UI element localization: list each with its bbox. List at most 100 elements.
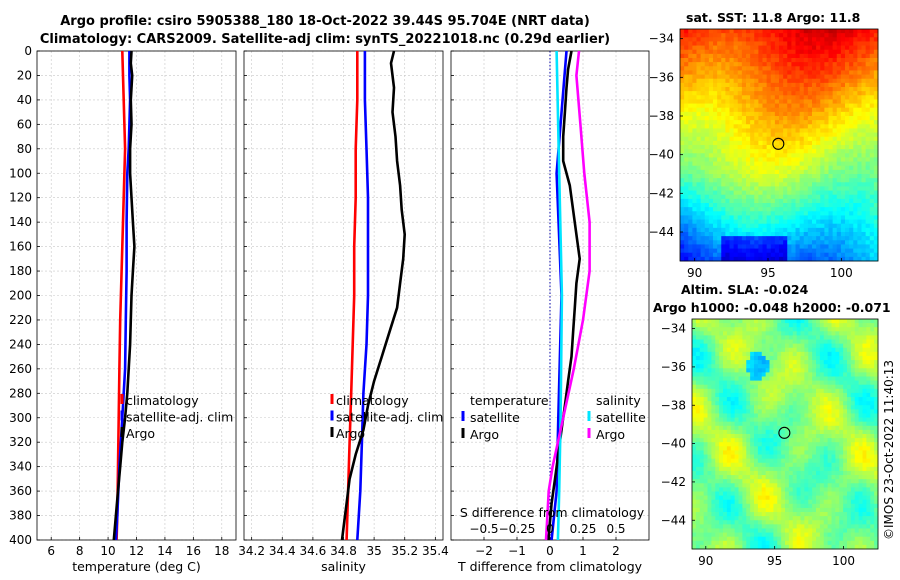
map-cell <box>839 343 844 349</box>
map-cell <box>824 99 829 104</box>
map-cell <box>707 479 712 484</box>
map-cell <box>726 376 732 382</box>
map-cell <box>708 227 714 233</box>
map-cell <box>816 319 821 324</box>
map-cell <box>769 483 774 488</box>
map-cell <box>733 161 739 167</box>
map-cell <box>769 429 774 435</box>
legend-entry: Argo <box>470 427 499 442</box>
map-cell <box>692 124 697 129</box>
map-cell <box>795 165 801 171</box>
map-cell <box>866 351 871 357</box>
map-cell <box>695 388 701 394</box>
map-cell <box>754 78 759 84</box>
map-cell <box>733 256 739 262</box>
map-cell <box>725 37 730 42</box>
map-cell <box>832 186 838 191</box>
map-cell <box>741 29 747 34</box>
map-cell <box>684 244 689 249</box>
map-cell <box>688 232 693 237</box>
map-cell <box>862 343 867 349</box>
map-cell <box>862 339 867 345</box>
map-cell <box>769 425 774 431</box>
map-cell <box>823 380 829 386</box>
map-cell <box>692 45 697 51</box>
map-cell <box>843 335 848 340</box>
map-cell <box>680 145 685 150</box>
map-cell <box>828 149 834 154</box>
map-cell <box>723 376 728 382</box>
map-cell <box>819 454 825 460</box>
map-cell <box>861 103 867 109</box>
map-cell <box>832 215 838 220</box>
map-cell <box>704 232 710 237</box>
map-cell <box>796 429 801 435</box>
map-cell <box>823 323 829 328</box>
map-cell <box>861 62 867 67</box>
map-cell <box>719 347 724 353</box>
map-cell <box>840 45 846 51</box>
map-cell <box>757 392 763 398</box>
map-cell <box>858 438 863 443</box>
map-cell <box>719 487 724 492</box>
map-cell <box>721 107 726 113</box>
map-cell <box>820 132 825 138</box>
map-cell <box>762 37 768 42</box>
map-cell <box>816 450 821 455</box>
map-cell <box>785 421 790 427</box>
map-cell <box>704 53 710 59</box>
map-cell <box>812 442 817 447</box>
map-cell <box>799 252 805 258</box>
map-cell <box>862 438 867 443</box>
map-cell <box>699 450 705 455</box>
map-cell <box>828 252 834 258</box>
map-cell <box>816 58 821 63</box>
map-cell <box>800 376 805 382</box>
map-cell <box>865 248 871 254</box>
map-cell <box>696 194 702 200</box>
map-cell <box>733 124 739 129</box>
map-cell <box>787 128 792 133</box>
map-cell <box>734 487 739 492</box>
map-cell <box>765 335 770 340</box>
map-cell <box>766 82 772 88</box>
map-cell <box>783 29 788 34</box>
map-cell <box>754 434 759 439</box>
map-cell <box>742 466 747 472</box>
map-cell <box>787 244 792 249</box>
map-cell <box>758 66 763 71</box>
map-cell <box>733 169 739 175</box>
map-cell <box>696 169 702 175</box>
map-cell <box>725 58 730 63</box>
map-cell <box>850 479 856 484</box>
map-cell <box>733 165 739 171</box>
map-cell <box>861 182 867 187</box>
map-cell <box>870 343 875 349</box>
map-cell <box>695 405 701 410</box>
map-cell <box>803 219 809 225</box>
map-cell <box>865 153 871 158</box>
map-cell <box>783 182 788 187</box>
map-cell <box>696 87 702 92</box>
map-cell <box>820 203 825 208</box>
map-cell <box>873 207 879 212</box>
map-cell <box>781 417 786 423</box>
map-cell <box>723 446 728 451</box>
map-cell <box>766 111 772 117</box>
map-cell <box>680 227 685 233</box>
map-cell <box>843 454 848 460</box>
map-cell <box>824 240 829 245</box>
map-cell <box>831 388 836 394</box>
map-cell <box>703 388 708 394</box>
map-cell <box>791 194 796 200</box>
map-cell <box>845 157 850 162</box>
map-cell <box>684 62 689 67</box>
map-cell <box>750 339 755 345</box>
map-cell <box>795 203 801 208</box>
map-cell <box>742 450 747 455</box>
map-cell <box>721 165 726 171</box>
map-cell <box>854 401 860 406</box>
map-cell <box>746 33 751 38</box>
map-cell <box>865 140 871 146</box>
map-cell <box>819 479 825 484</box>
